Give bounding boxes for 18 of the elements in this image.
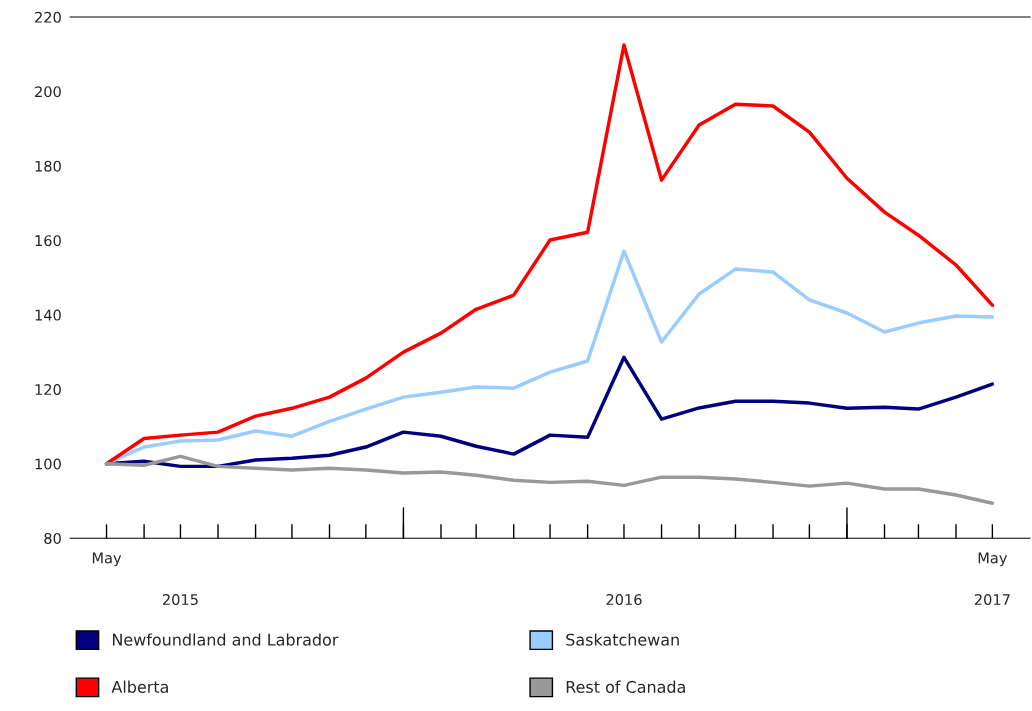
x-tick-label: May bbox=[92, 552, 122, 567]
y-tick-label: 160 bbox=[35, 235, 61, 247]
y-tick-label: 180 bbox=[35, 160, 61, 172]
y-tick-label: 220 bbox=[35, 11, 61, 23]
text: 2015 bbox=[162, 594, 198, 606]
x-tick-label: May bbox=[978, 552, 1008, 567]
text: 2017 bbox=[974, 594, 1010, 606]
y-tick-label: 80 bbox=[44, 532, 61, 544]
legend-label: Rest of Canada bbox=[566, 680, 685, 693]
legend-label: Alberta bbox=[111, 680, 168, 693]
line-series bbox=[104, 454, 995, 505]
text: 2016 bbox=[606, 594, 642, 606]
legend-label: Newfoundland and Labrador bbox=[113, 633, 339, 646]
y-tick-label: 100 bbox=[35, 458, 61, 470]
y-tick-label: 120 bbox=[35, 384, 61, 396]
y-tick-label: 200 bbox=[35, 86, 61, 98]
y-tick-label: 140 bbox=[35, 309, 61, 321]
legend-label: Saskatchewan bbox=[566, 633, 679, 646]
